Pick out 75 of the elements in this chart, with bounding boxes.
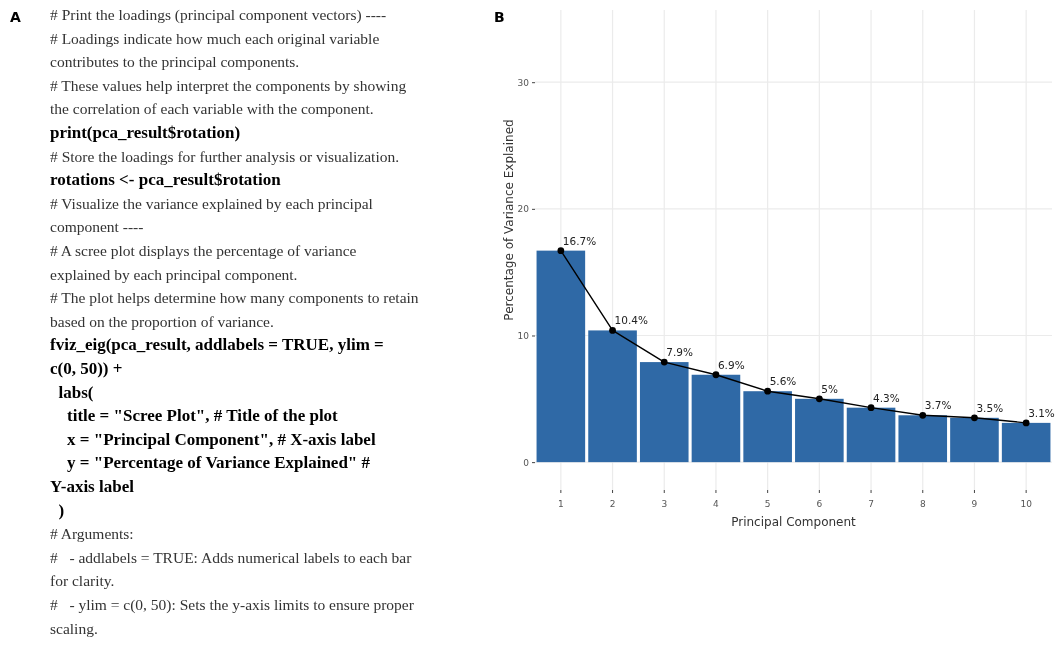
data-label: 4.3% bbox=[873, 391, 900, 404]
text: # - ylim = c(0, 50): Sets the y-axis limits to ensure proper bbox=[50, 596, 415, 614]
y-tick-label: 30 bbox=[517, 77, 530, 88]
text: A bbox=[10, 9, 21, 25]
text: scaling. bbox=[50, 619, 98, 637]
text: # The plot helps determine how many components to retain bbox=[50, 289, 419, 307]
x-tick-label: 8 bbox=[919, 498, 926, 509]
text: print(pca_result$rotation) bbox=[50, 123, 241, 142]
bar bbox=[639, 362, 689, 463]
point bbox=[1022, 419, 1030, 427]
y-tick-label: 0 bbox=[523, 457, 530, 468]
x-tick-label: 3 bbox=[661, 498, 668, 509]
chart-title: B bbox=[494, 9, 505, 25]
y-tick-label: 10 bbox=[517, 330, 530, 341]
data-label: 7.9% bbox=[666, 346, 693, 359]
bar bbox=[846, 407, 896, 463]
text: y = "Percentage of Variance Explained" # bbox=[50, 453, 371, 473]
text: # These values help interpret the components by showing bbox=[50, 76, 407, 94]
data-label: 3.1% bbox=[1028, 406, 1055, 419]
y-axis-title: Percentage of Variance Explained bbox=[502, 119, 516, 321]
data-label: 3.7% bbox=[924, 399, 952, 412]
text: for clarity. bbox=[50, 572, 115, 590]
point bbox=[660, 358, 668, 366]
point bbox=[557, 247, 565, 255]
text: # - addlabels = TRUE: Adds numerical labels to each bar bbox=[50, 548, 413, 566]
y-tick-label: 20 bbox=[517, 204, 530, 215]
text: x = "Principal Component", # X-axis label bbox=[50, 429, 376, 449]
text: c(0, 50)) + bbox=[50, 359, 123, 378]
x-tick-label: 10 bbox=[1020, 498, 1033, 509]
text: labs( bbox=[50, 382, 94, 402]
point bbox=[971, 414, 978, 422]
bar bbox=[795, 398, 844, 463]
data-label: 10.4% bbox=[614, 314, 648, 327]
bar bbox=[950, 417, 999, 463]
text: component ---- bbox=[50, 218, 144, 236]
text: explained by each principal component. bbox=[50, 265, 298, 283]
data-label: 5.6% bbox=[769, 375, 797, 388]
x-tick-label: 7 bbox=[868, 498, 874, 509]
point bbox=[867, 404, 875, 412]
text: contributes to the principal components. bbox=[50, 53, 300, 71]
data-label: 16.7% bbox=[562, 234, 597, 247]
bar bbox=[743, 391, 792, 463]
text: ) bbox=[50, 500, 65, 520]
bar bbox=[588, 330, 637, 463]
point bbox=[815, 395, 823, 403]
text: # Arguments: bbox=[50, 525, 134, 543]
text: title = "Scree Plot", # Title of the plot bbox=[50, 406, 339, 426]
x-axis-title: Principal Component bbox=[731, 515, 857, 529]
text: # Visualize the variance explained by each principal bbox=[50, 194, 373, 212]
text: fviz_eig(pca_result, addlabels = TRUE, ylim = bbox=[50, 335, 384, 355]
text: the correlation of each variable with the component. bbox=[50, 100, 374, 118]
bar bbox=[898, 415, 948, 463]
text: # Print the loadings (principal component vectors) ---- bbox=[50, 6, 387, 24]
x-tick-label: 9 bbox=[971, 498, 978, 509]
x-tick-label: 6 bbox=[816, 498, 823, 509]
x-tick-label: 5 bbox=[764, 498, 771, 509]
point bbox=[919, 411, 927, 419]
text: Y-axis label bbox=[50, 477, 135, 496]
x-tick-label: 1 bbox=[557, 498, 564, 509]
data-label: 5% bbox=[821, 382, 839, 395]
point bbox=[609, 327, 616, 334]
text: # Store the loadings for further analysis or visualization. bbox=[50, 147, 400, 165]
bar bbox=[691, 374, 741, 463]
point bbox=[712, 371, 720, 379]
text: # A scree plot displays the percentage of variance bbox=[50, 242, 357, 259]
data-label: 6.9% bbox=[717, 358, 745, 371]
text: # Loadings indicate how much each original variable bbox=[50, 29, 380, 47]
text: rotations <- pca_result$rotation bbox=[50, 170, 282, 190]
data-label: 3.5% bbox=[976, 401, 1004, 414]
point bbox=[764, 387, 772, 395]
bar bbox=[1001, 422, 1051, 463]
text: based on the proportion of variance. bbox=[50, 312, 274, 330]
bar bbox=[536, 250, 586, 463]
x-tick-label: 2 bbox=[609, 498, 616, 509]
x-tick-label: 4 bbox=[713, 498, 720, 509]
